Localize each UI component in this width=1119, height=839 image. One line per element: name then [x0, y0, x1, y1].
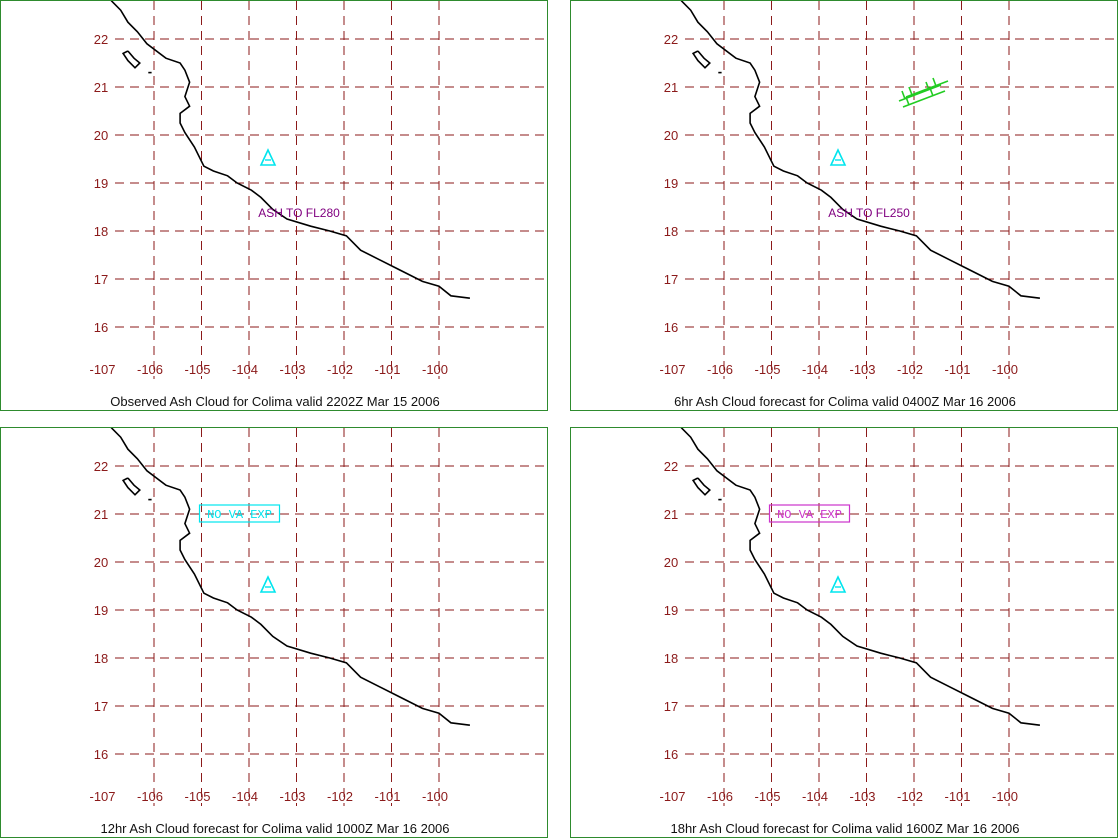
- wind-barb-shaft: [902, 90, 946, 108]
- volcano-triangle-icon: [259, 575, 277, 593]
- lat-tick-label: 18: [94, 651, 108, 666]
- lat-tick-label: 22: [94, 459, 108, 474]
- lon-tick-label: -100: [422, 362, 448, 377]
- lat-tick-label: 17: [664, 699, 678, 714]
- lon-tick-label: -103: [849, 789, 875, 804]
- map-panel-12hr: -107 -106 -105 -104 -103 -102 -101 -100 22 21 20 19…: [0, 427, 548, 838]
- map-panel-18hr: -107 -106 -105 -104 -103 -102 -101 -100 22 21 20 19…: [570, 427, 1118, 838]
- coastline: [110, 1, 471, 299]
- lon-tick-label: -107: [659, 789, 685, 804]
- lon-tick-label: -104: [232, 362, 258, 377]
- island: [691, 477, 711, 496]
- island: [121, 477, 141, 496]
- lon-tick-label: -100: [992, 362, 1018, 377]
- lon-tick-label: -106: [137, 362, 163, 377]
- ash-map-1: -107 -106 -105 -104 -103 -102 -101 -100 22 21 20 19…: [659, 1, 1116, 379]
- lat-tick-label: 22: [664, 459, 678, 474]
- wind-barb-icon: [898, 77, 949, 108]
- lon-tick-label: -105: [754, 362, 780, 377]
- ash-map-3: -107 -106 -105 -104 -103 -102 -101 -100 22 21 20 19…: [659, 428, 1116, 806]
- lon-tick-label: -102: [327, 789, 353, 804]
- lat-tick-label: 22: [94, 32, 108, 47]
- volcano-triangle-icon: [829, 148, 847, 166]
- panel-caption: 18hr Ash Cloud forecast for Colima valid…: [670, 821, 1020, 836]
- lat-tick-label: 16: [94, 320, 108, 335]
- lat-tick-label: 17: [664, 272, 678, 287]
- lon-tick-label: -104: [232, 789, 258, 804]
- lat-tick-label: 18: [94, 224, 108, 239]
- lon-tick-label: -103: [279, 789, 305, 804]
- lon-tick-label: -103: [849, 362, 875, 377]
- wind-barb-feather: [932, 77, 937, 87]
- lat-tick-label: 17: [94, 699, 108, 714]
- lat-tick-label: 16: [94, 747, 108, 762]
- wind-barb-feather: [929, 87, 934, 97]
- panel-caption: 12hr Ash Cloud forecast for Colima valid…: [100, 821, 450, 836]
- island: [121, 50, 141, 69]
- ash-map-2: -107 -106 -105 -104 -103 -102 -101 -100 22 21 20 19…: [89, 428, 546, 806]
- wind-barb-feather: [901, 90, 906, 100]
- lon-tick-label: -106: [137, 789, 163, 804]
- no-va-label: NO VA EXP: [207, 508, 272, 522]
- coastline: [680, 1, 1041, 299]
- panel-caption: 6hr Ash Cloud forecast for Colima valid …: [674, 394, 1016, 409]
- lon-tick-label: -103: [279, 362, 305, 377]
- lon-tick-label: -104: [802, 362, 828, 377]
- coastline: [110, 428, 471, 726]
- lat-tick-label: 18: [664, 651, 678, 666]
- coastline: [680, 428, 1041, 726]
- lat-tick-label: 21: [94, 507, 108, 522]
- lat-tick-label: 21: [664, 507, 678, 522]
- lon-tick-label: -105: [184, 789, 210, 804]
- map-panel-observed: -107 -106 -105 -104 -103 -102 -101 -100 22 21 20 19…: [0, 0, 548, 411]
- lat-tick-label: 16: [664, 747, 678, 762]
- no-va-box: [198, 504, 281, 523]
- lat-tick-label: 19: [94, 603, 108, 618]
- panel-caption: Observed Ash Cloud for Colima valid 2202…: [110, 394, 440, 409]
- island: [691, 50, 711, 69]
- lon-tick-label: -105: [184, 362, 210, 377]
- lat-tick-label: 18: [664, 224, 678, 239]
- lat-tick-label: 20: [94, 128, 108, 143]
- lat-tick-label: 20: [664, 555, 678, 570]
- lon-tick-label: -107: [89, 789, 115, 804]
- lon-tick-label: -106: [707, 362, 733, 377]
- lon-tick-label: -106: [707, 789, 733, 804]
- lon-tick-label: -107: [659, 362, 685, 377]
- lat-tick-label: 21: [664, 80, 678, 95]
- lon-tick-label: -107: [89, 362, 115, 377]
- volcano-triangle-icon: [829, 575, 847, 593]
- ash-height-label: ASH TO FL280: [258, 206, 340, 220]
- lon-tick-label: -105: [754, 789, 780, 804]
- lat-tick-label: 16: [664, 320, 678, 335]
- volcano-triangle-icon: [259, 148, 277, 166]
- ash-height-label: ASH TO FL250: [828, 206, 910, 220]
- lat-tick-label: 21: [94, 80, 108, 95]
- lat-tick-label: 19: [664, 176, 678, 191]
- lat-tick-label: 17: [94, 272, 108, 287]
- lat-tick-label: 20: [94, 555, 108, 570]
- lat-tick-label: 19: [664, 603, 678, 618]
- wind-barb-feather: [908, 86, 913, 96]
- no-va-box: [768, 504, 851, 523]
- lon-tick-label: -101: [944, 362, 970, 377]
- lon-tick-label: -101: [374, 362, 400, 377]
- lon-tick-label: -101: [374, 789, 400, 804]
- lat-tick-label: 20: [664, 128, 678, 143]
- wind-barb-shaft: [905, 80, 949, 98]
- map-panel-6hr: -107 -106 -105 -104 -103 -102 -101 -100 22 21 20 19…: [570, 0, 1118, 411]
- lon-tick-label: -102: [327, 362, 353, 377]
- lat-tick-label: 22: [664, 32, 678, 47]
- ash-map-0: -107 -106 -105 -104 -103 -102 -101 -100 22 21 20 19…: [89, 1, 546, 379]
- wind-barb-feather: [905, 96, 910, 106]
- lon-tick-label: -100: [992, 789, 1018, 804]
- lon-tick-label: -101: [944, 789, 970, 804]
- no-va-label: NO VA EXP: [777, 508, 842, 522]
- lat-tick-label: 19: [94, 176, 108, 191]
- lon-tick-label: -100: [422, 789, 448, 804]
- lon-tick-label: -102: [897, 789, 923, 804]
- lon-tick-label: -104: [802, 789, 828, 804]
- lon-tick-label: -102: [897, 362, 923, 377]
